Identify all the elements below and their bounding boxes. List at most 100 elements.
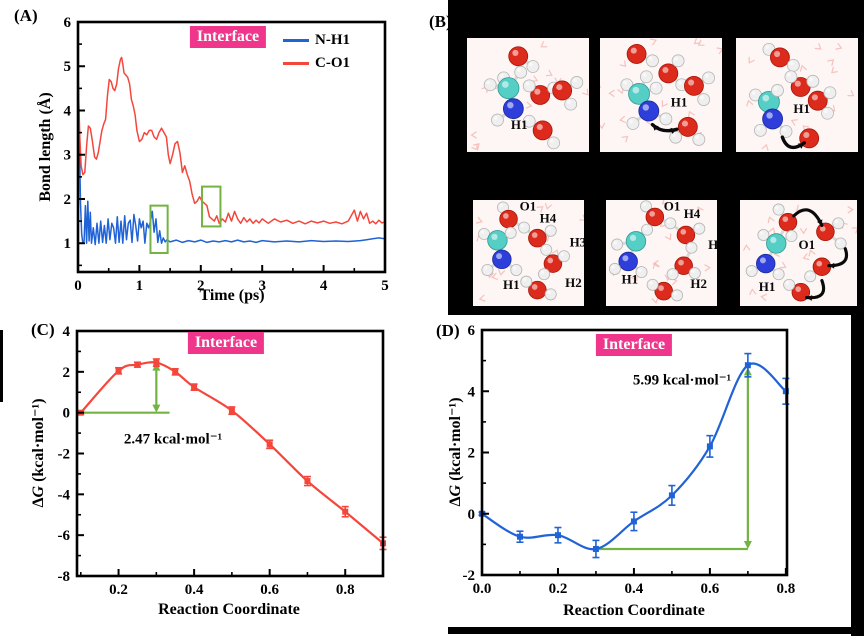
atom-c <box>497 77 520 100</box>
svg-text:0: 0 <box>468 507 476 523</box>
axis-ticks: 0.0 0.2 0.4 0.6 0.8 -2 0 2 4 6 <box>463 323 796 597</box>
free-energy-profile-plot-step2: 0.0 0.2 0.4 0.6 0.8 -2 0 2 4 6 <box>463 323 796 597</box>
molecule-snapshot-t3: H1 <box>736 38 858 152</box>
axis-ticks: 0.2 0.4 0.6 0.8 -8 -6 -4 -2 0 2 4 <box>58 324 384 598</box>
atom-label-h2: H2 <box>690 276 707 291</box>
atom-h <box>669 130 683 144</box>
atom-h <box>785 230 798 243</box>
panel-d-barrier-annotation: 5.99 kcal·mol⁻¹ <box>632 372 732 389</box>
panel-a-x-axis-label: Time (ps) <box>199 287 265 304</box>
svg-text:0.2: 0.2 <box>549 581 568 597</box>
atom-n <box>756 253 776 274</box>
atom-h <box>646 54 659 68</box>
atom-label-o1: O1 <box>799 237 816 252</box>
atom-h <box>510 263 523 276</box>
highlight-box <box>149 204 169 254</box>
black-sliver-left <box>0 330 3 402</box>
legend-label-n-h1: N-H1 <box>315 32 350 48</box>
svg-text:2: 2 <box>64 192 72 208</box>
legend-label-c-o1: C-O1 <box>315 55 350 71</box>
atom-label-h3: H3 <box>570 235 584 250</box>
atom-c <box>625 231 647 252</box>
black-strip-right <box>851 315 864 636</box>
series-n-h1 <box>77 65 386 246</box>
atom-h <box>772 268 785 281</box>
svg-text:0.2: 0.2 <box>109 582 128 598</box>
atom-h <box>834 237 847 250</box>
atom-o <box>626 44 647 64</box>
molecule-snapshot-b3: O1 H1 <box>740 200 857 306</box>
atom-h <box>664 217 677 230</box>
atom-o <box>770 47 790 68</box>
atom-h <box>483 78 497 92</box>
atom-h <box>772 203 785 216</box>
atom-h <box>538 268 551 281</box>
atom-h <box>832 217 845 230</box>
atom-h <box>804 270 817 283</box>
atom-h <box>697 93 711 106</box>
legend-line-c-o1 <box>283 62 309 65</box>
atom-h <box>514 65 528 79</box>
panel-c-free-energy-chart: 0.2 0.4 0.6 0.8 -8 -6 -4 -2 0 2 4 (C) Interface ΔG… <box>0 318 432 636</box>
svg-text:1: 1 <box>136 278 144 294</box>
atom-h <box>649 81 663 95</box>
highlight-box <box>201 185 222 228</box>
svg-text:0.4: 0.4 <box>185 582 204 598</box>
svg-text:6: 6 <box>468 323 476 339</box>
atom-h <box>540 243 553 256</box>
atom-h <box>823 86 837 100</box>
svg-text:-2: -2 <box>58 447 71 463</box>
legend-item-c-o1: C-O1 <box>283 55 350 72</box>
atom-o <box>508 46 529 67</box>
panel-c-interface-badge: Interface <box>187 332 265 354</box>
svg-text:0.0: 0.0 <box>473 581 492 597</box>
svg-text:2: 2 <box>63 365 71 381</box>
panel-d-x-axis-label: Reaction Coordinate <box>563 602 705 619</box>
axis-ticks: 0 1 2 3 4 5 1 2 3 4 5 6 <box>64 15 389 294</box>
redacted-caption-step2 <box>456 160 852 188</box>
molecule-snapshot-t2: H1 <box>600 38 722 152</box>
atom-n <box>638 100 660 122</box>
black-strip-bottom <box>448 627 851 634</box>
atom-h <box>518 221 531 234</box>
atom-label-h4: H4 <box>684 206 701 221</box>
atom-h <box>702 71 715 85</box>
atom-h <box>783 278 796 291</box>
atom-o <box>816 222 835 242</box>
atom-label-h3: H3 <box>708 237 717 252</box>
svg-text:4: 4 <box>320 278 328 294</box>
atom-label-h1: H1 <box>622 272 639 287</box>
atom-h <box>491 113 504 127</box>
panel-a-label: (A) <box>14 6 38 25</box>
atom-h <box>558 250 570 263</box>
svg-text:1: 1 <box>64 236 72 252</box>
atom-o <box>645 207 665 227</box>
atom-h <box>692 133 706 146</box>
svg-text:-8: -8 <box>58 569 71 585</box>
svg-text:4: 4 <box>63 324 71 340</box>
panel-b-molecular-snapshots: H1H1H1O1H4H3H2H1O1H4H3H2H1O1H1 <box>448 0 864 315</box>
atom-n <box>618 251 638 272</box>
series-δg-interface-step-1 <box>77 358 387 551</box>
svg-text:5: 5 <box>64 59 72 75</box>
panel-c-label: (C) <box>31 320 55 339</box>
atom-h <box>608 262 621 275</box>
atom-o <box>552 80 573 101</box>
svg-text:0.8: 0.8 <box>336 582 355 598</box>
atom-c <box>487 230 508 251</box>
atom-h <box>693 222 706 235</box>
bond-length-vs-time-plot: 0 1 2 3 4 5 1 2 3 4 5 6 <box>64 15 389 294</box>
atom-label-h1: H1 <box>511 117 528 132</box>
atom-label-h2: H2 <box>565 275 582 290</box>
svg-text:-4: -4 <box>58 487 71 503</box>
atom-h <box>639 70 653 84</box>
svg-text:6: 6 <box>64 15 72 31</box>
atom-o <box>658 63 679 84</box>
panel-c-x-axis-label: Reaction Coordinate <box>158 601 300 618</box>
atom-o <box>532 120 553 141</box>
atom-label-h4: H4 <box>540 210 557 225</box>
atom-h <box>544 224 557 237</box>
barrier-annotation-graphics <box>80 362 170 414</box>
legend-item-n-h1: N-H1 <box>283 32 350 49</box>
